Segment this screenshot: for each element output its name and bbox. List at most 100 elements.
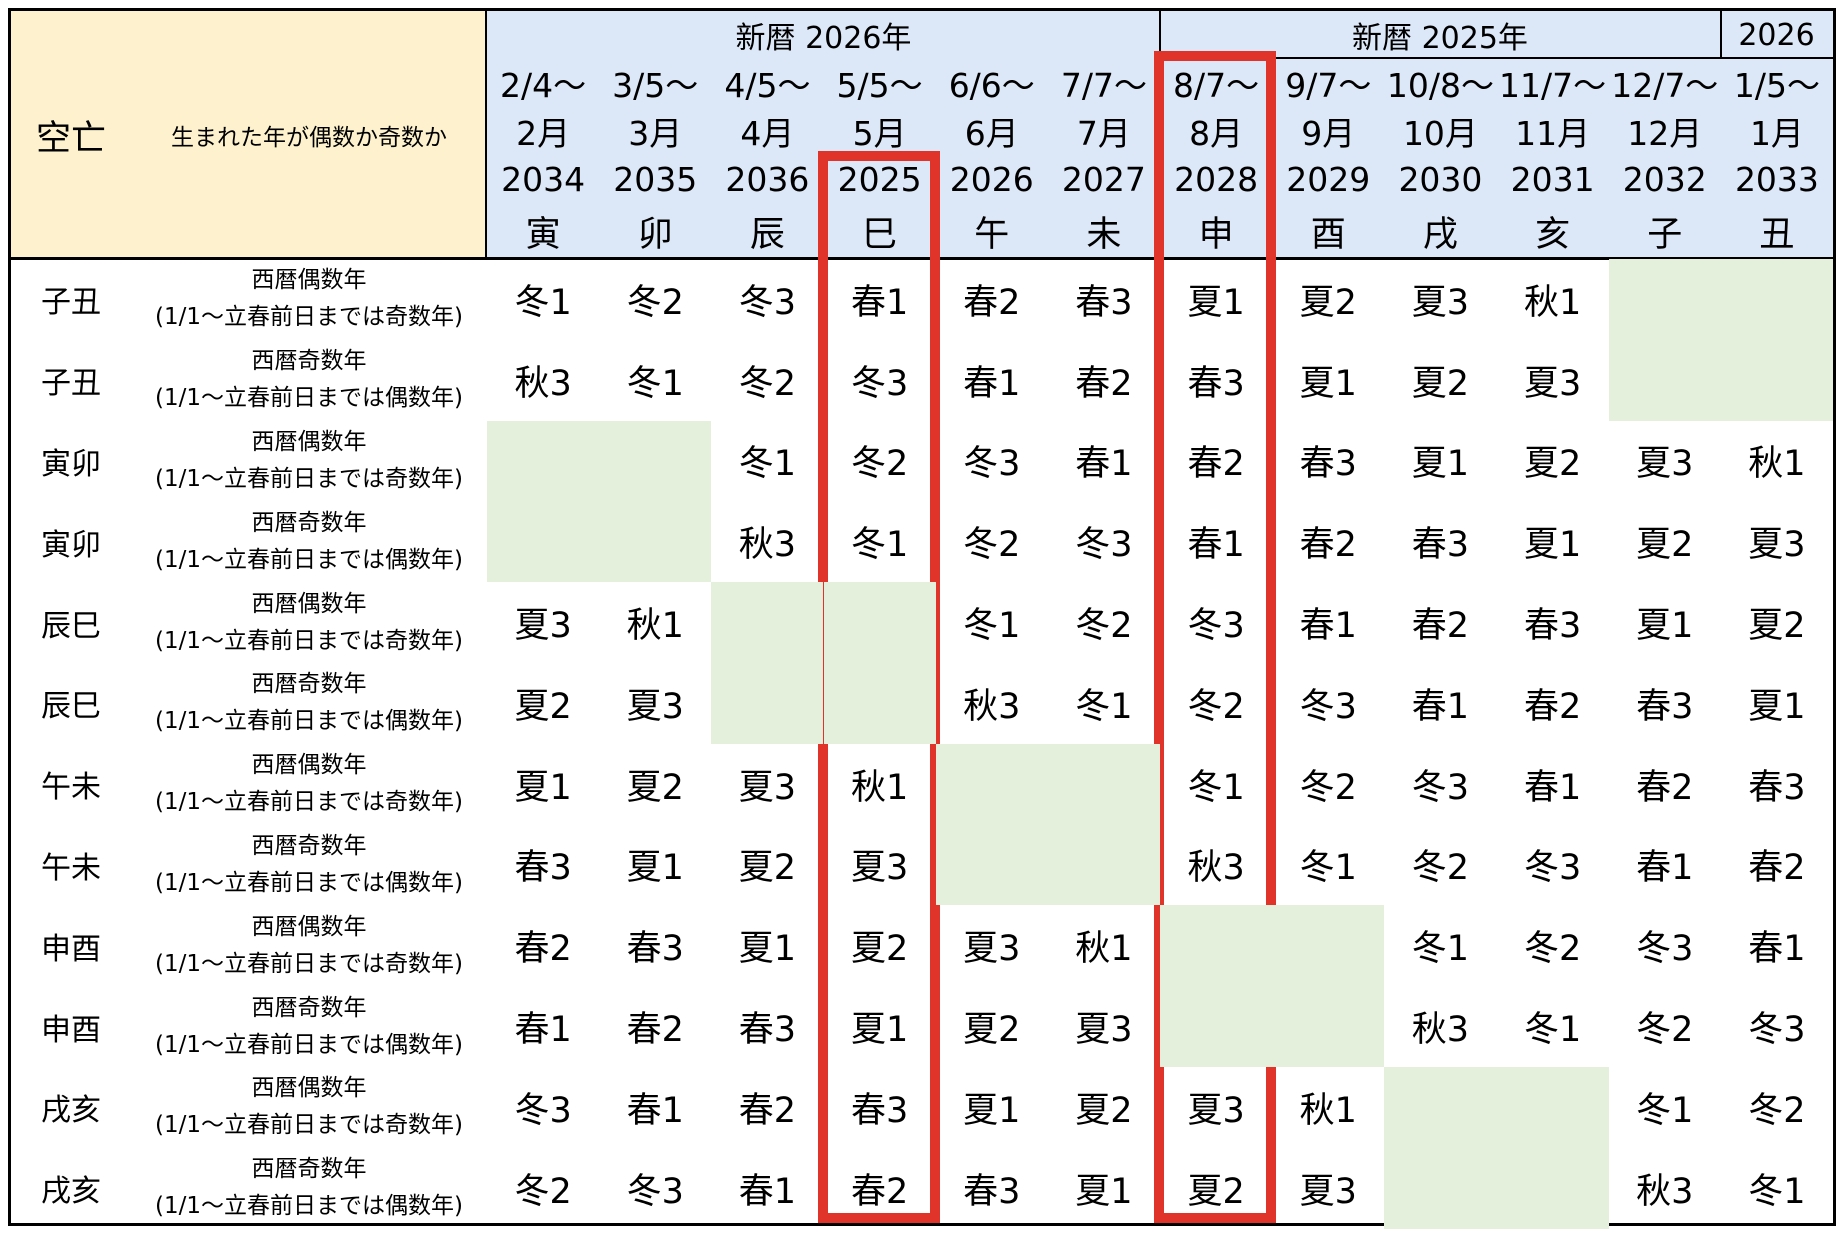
column-year: 2035 xyxy=(613,159,698,199)
season-cell: 冬1 xyxy=(1636,1090,1694,1131)
column-month: 7月 xyxy=(1076,114,1131,153)
column-year: 2031 xyxy=(1510,159,1595,199)
season-cell: 夏2 xyxy=(1411,363,1470,404)
season-cell: 夏2 xyxy=(738,848,797,889)
column-year: 2027 xyxy=(1061,159,1146,199)
year-parity-label: 西暦偶数年 (1/1〜立春前日までは奇数年) xyxy=(131,259,487,340)
season-cell: 春2 xyxy=(850,1171,909,1212)
season-cell: 春3 xyxy=(738,1010,797,1051)
group-divider-next xyxy=(1720,11,1722,59)
parity-rule: 西暦偶数年 xyxy=(251,428,367,455)
season-cell: 春3 xyxy=(850,1090,909,1131)
column-branch: 巳 xyxy=(862,214,898,255)
season-cell: 秋3 xyxy=(514,363,572,404)
column-month: 2月 xyxy=(516,114,571,153)
column-year: 2034 xyxy=(501,159,586,199)
season-cell: 夏3 xyxy=(1075,1010,1133,1051)
parity-rule: 西暦奇数年 xyxy=(251,1156,367,1183)
column-branch: 午 xyxy=(974,214,1010,255)
red-marker-box xyxy=(1154,51,1277,1223)
highlight-cell xyxy=(487,420,600,502)
kuubou-pair-label: 子丑 xyxy=(41,366,101,402)
season-cell: 春3 xyxy=(1299,444,1357,485)
season-cell: 冬2 xyxy=(626,282,684,323)
column-year: 2036 xyxy=(725,159,810,199)
highlight-cell xyxy=(1496,1067,1609,1148)
season-cell: 夏3 xyxy=(1187,1090,1245,1131)
parity-rule: 西暦偶数年 xyxy=(251,267,367,294)
kuubou-pair-label: 辰巳 xyxy=(41,689,101,725)
season-cell: 冬3 xyxy=(963,444,1021,485)
season-cell: 春2 xyxy=(1299,525,1357,566)
kuubou-pair-label: 申酉 xyxy=(41,1012,101,1048)
column-date: 4/5〜 xyxy=(724,66,811,105)
highlight-cell xyxy=(1720,339,1834,421)
season-cell: 夏2 xyxy=(1523,444,1582,485)
season-cell: 夏3 xyxy=(850,848,909,889)
season-cell: 秋3 xyxy=(1636,1171,1694,1212)
season-cell: 冬2 xyxy=(850,444,909,485)
season-cell: 秋1 xyxy=(626,606,684,647)
season-cell: 冬2 xyxy=(1748,1090,1806,1131)
year-parity-label: 西暦奇数年 (1/1〜立春前日までは偶数年) xyxy=(131,986,487,1067)
season-cell: 春3 xyxy=(963,1171,1021,1212)
column-year: 2033 xyxy=(1734,159,1819,199)
season-cell: 冬1 xyxy=(1523,1010,1582,1051)
kuubou-pair-label: 子丑 xyxy=(41,285,101,321)
season-cell: 冬2 xyxy=(1523,929,1582,970)
column-month: 10月 xyxy=(1402,114,1478,153)
parity-note: (1/1〜立春前日までは偶数年) xyxy=(155,1193,463,1220)
parity-note: (1/1〜立春前日までは奇数年) xyxy=(155,304,463,331)
season-cell: 冬1 xyxy=(850,525,909,566)
season-cell: 秋3 xyxy=(1411,1010,1470,1051)
parity-rule: 西暦奇数年 xyxy=(251,509,367,536)
season-cell: 冬3 xyxy=(626,1171,684,1212)
season-cell: 春2 xyxy=(1523,686,1582,727)
season-cell: 秋3 xyxy=(738,525,797,566)
highlight-cell xyxy=(1608,259,1721,340)
column-month: 9月 xyxy=(1301,114,1356,153)
season-cell: 秋3 xyxy=(1187,848,1245,889)
season-cell: 冬3 xyxy=(1411,767,1470,808)
season-cell: 春1 xyxy=(514,1010,572,1051)
group-2026-header: 新暦 2026年 xyxy=(735,21,912,56)
column-month: 11月 xyxy=(1515,114,1591,153)
season-cell: 冬3 xyxy=(850,363,909,404)
season-cell: 春1 xyxy=(1636,848,1694,889)
parity-rule: 西暦奇数年 xyxy=(251,671,367,698)
season-cell: 春2 xyxy=(1748,848,1806,889)
parity-note: (1/1〜立春前日までは奇数年) xyxy=(155,1112,463,1139)
season-cell: 春3 xyxy=(1075,282,1133,323)
header-left-background xyxy=(11,11,487,259)
parity-rule: 西暦偶数年 xyxy=(251,752,367,779)
year-parity-label: 西暦偶数年 (1/1〜立春前日までは奇数年) xyxy=(131,421,487,502)
header-bottom-line xyxy=(11,257,1833,260)
highlight-cell xyxy=(1496,1147,1609,1229)
parity-note: (1/1〜立春前日までは奇数年) xyxy=(155,950,463,977)
column-date: 5/5〜 xyxy=(836,66,923,105)
season-cell: 冬2 xyxy=(514,1171,572,1212)
season-cell: 冬1 xyxy=(738,444,797,485)
column-year: 2032 xyxy=(1622,159,1707,199)
highlight-cell xyxy=(1047,743,1160,825)
season-cell: 春2 xyxy=(1636,767,1694,808)
column-month: 5月 xyxy=(852,114,907,153)
season-cell: 冬2 xyxy=(1187,686,1245,727)
season-cell: 春1 xyxy=(963,363,1021,404)
season-cell: 夏3 xyxy=(1748,525,1806,566)
season-cell: 秋1 xyxy=(1299,1090,1357,1131)
kuubou-pair-label: 午未 xyxy=(41,850,101,886)
group-next-header: 2026 xyxy=(1738,17,1815,53)
parity-note: (1/1〜立春前日までは奇数年) xyxy=(155,465,463,492)
year-parity-label: 西暦奇数年 (1/1〜立春前日までは偶数年) xyxy=(131,663,487,744)
column-date: 2/4〜 xyxy=(500,66,587,105)
season-cell: 夏3 xyxy=(1636,444,1694,485)
kuubou-pair-label: 戌亥 xyxy=(41,1093,101,1129)
season-cell: 夏2 xyxy=(1636,525,1694,566)
season-cell: 冬3 xyxy=(1075,525,1133,566)
season-cell: 夏2 xyxy=(626,767,684,808)
column-branch: 未 xyxy=(1086,214,1122,255)
column-month: 8月 xyxy=(1189,114,1244,153)
column-date: 12/7〜 xyxy=(1611,66,1719,105)
year-parity-label: 西暦奇数年 (1/1〜立春前日までは偶数年) xyxy=(131,340,487,421)
